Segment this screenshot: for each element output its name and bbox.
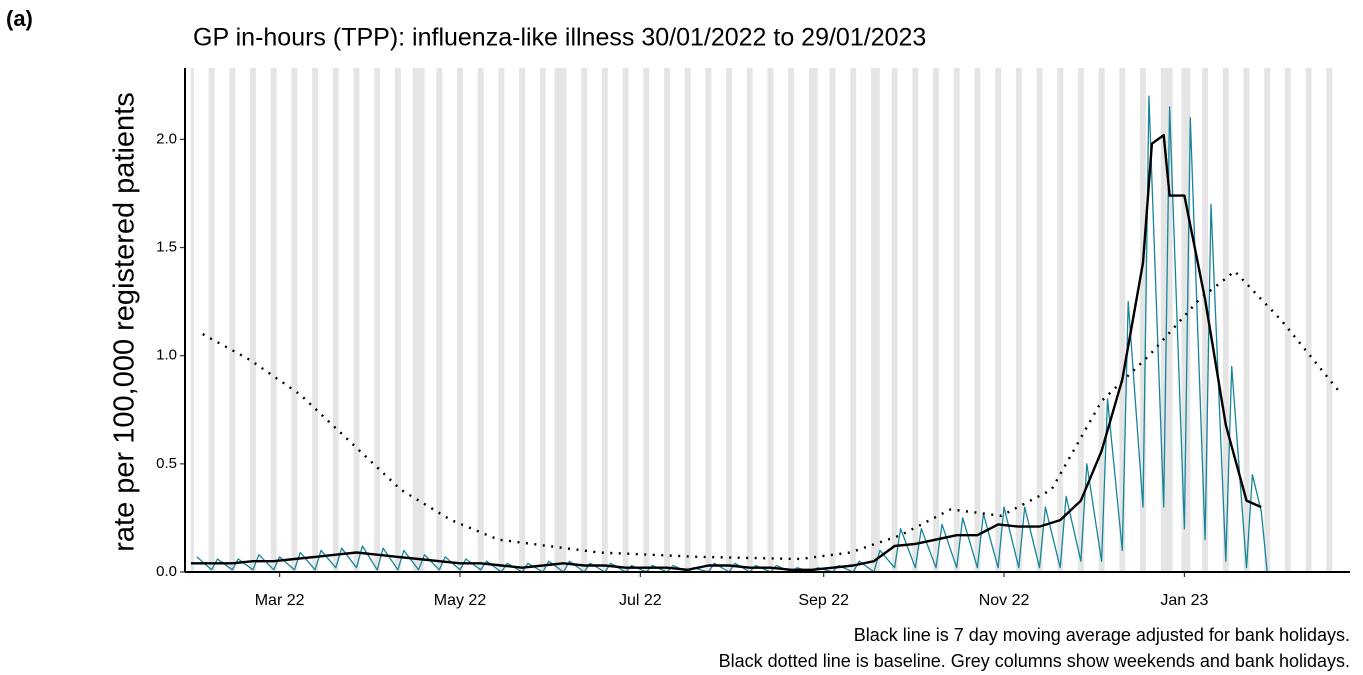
shaded-period	[1326, 68, 1333, 572]
shaded-period	[519, 68, 526, 572]
shaded-period	[353, 68, 360, 572]
shaded-period	[850, 68, 857, 572]
x-tick-label: Jan 23	[1160, 592, 1208, 609]
shaded-period	[1057, 68, 1064, 572]
shaded-period	[643, 68, 650, 572]
shaded-period	[374, 68, 381, 572]
shaded-period	[622, 68, 629, 572]
y-tick-label: 0.0	[156, 563, 177, 580]
footnote: Black line is 7 day moving average adjus…	[854, 625, 1350, 645]
shaded-period	[726, 68, 733, 572]
shaded-period	[498, 68, 505, 572]
series-line	[190, 133, 1262, 571]
shaded-period	[912, 68, 919, 572]
shaded-period	[870, 68, 880, 572]
shaded-period	[1077, 68, 1084, 572]
shaded-period	[581, 68, 588, 572]
shaded-period	[312, 68, 319, 572]
shaded-period	[1305, 68, 1312, 572]
x-tick-label: Sep 22	[798, 592, 849, 609]
x-tick-label: Mar 22	[255, 592, 305, 609]
y-tick-label: 1.0	[156, 347, 177, 364]
shaded-period	[953, 68, 960, 572]
shaded-period	[705, 68, 712, 572]
shaded-period	[477, 68, 484, 572]
shaded-period	[974, 68, 981, 572]
shaded-period	[270, 68, 277, 572]
shaded-period	[1264, 68, 1271, 572]
shaded-period	[1140, 68, 1146, 572]
shaded-period	[601, 68, 608, 572]
shaded-period	[539, 68, 546, 572]
shaded-period	[1119, 68, 1126, 572]
shaded-period	[208, 68, 215, 572]
shaded-period	[808, 68, 818, 572]
shaded-period	[1098, 68, 1105, 572]
shaded-period	[664, 68, 670, 572]
y-axis-label: rate per 100,000 registered patients	[109, 92, 141, 551]
shaded-period	[457, 68, 463, 572]
shaded-period	[394, 68, 401, 572]
shaded-period	[933, 68, 939, 572]
shaded-period	[412, 68, 425, 572]
x-tick-label: Nov 22	[979, 592, 1030, 609]
shaded-period	[229, 68, 236, 572]
shaded-period	[291, 68, 298, 572]
shaded-period	[1181, 68, 1191, 572]
shaded-period	[1284, 68, 1291, 572]
y-tick-label: 0.5	[156, 455, 177, 472]
shaded-period	[1036, 68, 1043, 572]
shaded-period	[190, 68, 194, 572]
x-tick-label: Jul 22	[619, 592, 662, 609]
shaded-period	[829, 68, 836, 572]
shaded-period	[436, 68, 443, 572]
y-tick-label: 1.5	[156, 239, 177, 256]
shaded-period	[767, 68, 774, 572]
shaded-period	[746, 68, 753, 572]
y-tick-label: 2.0	[156, 130, 177, 147]
series-line	[196, 95, 1268, 573]
chart-title: GP in-hours (TPP): influenza-like illnes…	[193, 24, 926, 52]
shaded-period	[1222, 68, 1229, 572]
shaded-period	[684, 68, 691, 572]
shaded-period	[995, 68, 1002, 572]
panel-label: (a)	[6, 6, 33, 31]
shaded-period	[1243, 68, 1250, 572]
shaded-period	[891, 68, 898, 572]
footnote: Black dotted line is baseline. Grey colu…	[719, 651, 1350, 671]
x-tick-label: May 22	[434, 592, 487, 609]
shaded-period	[1015, 68, 1022, 572]
shaded-period	[554, 68, 567, 572]
shaded-period	[1202, 68, 1209, 572]
shaded-period	[788, 68, 795, 572]
shaded-period	[250, 68, 256, 572]
shaded-period	[332, 68, 339, 572]
